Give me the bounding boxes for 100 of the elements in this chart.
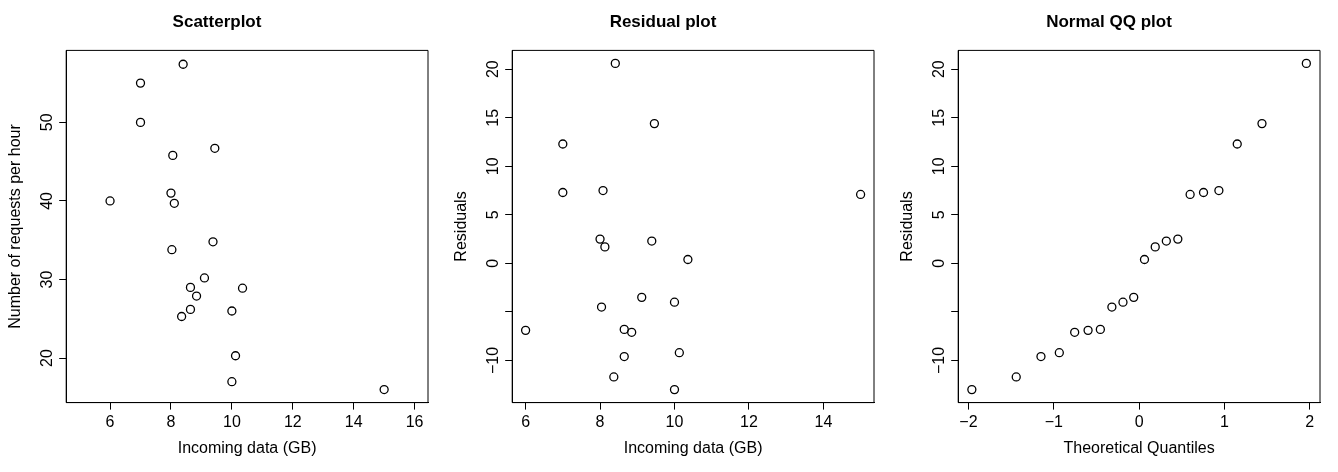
y-tick-label: 5 bbox=[929, 210, 947, 220]
point bbox=[600, 242, 610, 252]
point bbox=[208, 237, 218, 247]
x-tick-label: 14 bbox=[814, 412, 833, 430]
chart-title: Scatterplot bbox=[172, 11, 262, 31]
point bbox=[1139, 254, 1150, 265]
y-tick-label: 40 bbox=[37, 191, 55, 210]
point bbox=[520, 325, 531, 336]
point bbox=[1036, 351, 1046, 362]
y-tick-label: 15 bbox=[929, 108, 947, 127]
point bbox=[169, 198, 179, 208]
point bbox=[674, 348, 684, 358]
x-tick-label: 1 bbox=[1219, 412, 1229, 430]
point bbox=[1095, 324, 1106, 335]
point bbox=[1107, 302, 1117, 312]
point bbox=[135, 117, 146, 128]
point bbox=[199, 273, 210, 283]
point bbox=[1198, 187, 1209, 198]
point bbox=[619, 351, 629, 362]
y-tick-label: 10 bbox=[929, 157, 947, 176]
point bbox=[1070, 327, 1080, 337]
y-axis-title: Residuals bbox=[898, 191, 916, 262]
point bbox=[135, 78, 146, 88]
point bbox=[1118, 297, 1128, 307]
point bbox=[167, 245, 177, 255]
point bbox=[683, 254, 693, 265]
x-tick-label: 2 bbox=[1305, 412, 1315, 430]
x-tick-label: 12 bbox=[740, 412, 758, 430]
x-tick-label: 0 bbox=[1134, 412, 1144, 430]
y-tick-label: 0 bbox=[929, 258, 947, 268]
y-tick-label: −10 bbox=[929, 346, 947, 375]
x-tick-label: 6 bbox=[105, 412, 115, 430]
y-tick-label: −10 bbox=[483, 346, 501, 375]
point bbox=[637, 292, 647, 303]
point bbox=[185, 282, 196, 293]
x-tick-label: 12 bbox=[283, 412, 302, 430]
x-axis-title: Incoming data (GB) bbox=[177, 438, 317, 456]
point bbox=[191, 291, 202, 301]
point bbox=[237, 283, 248, 293]
point bbox=[967, 384, 977, 395]
y-tick-label: 50 bbox=[37, 113, 55, 132]
point bbox=[610, 58, 620, 69]
point bbox=[619, 324, 629, 335]
point bbox=[609, 372, 619, 382]
x-tick-label: 16 bbox=[405, 412, 424, 430]
point bbox=[1054, 348, 1064, 358]
x-tick-label: 10 bbox=[665, 412, 684, 430]
x-tick-label: −1 bbox=[1044, 412, 1063, 430]
y-axis-title: Number of requests per hour bbox=[6, 123, 24, 329]
point bbox=[647, 236, 657, 246]
point bbox=[595, 234, 605, 244]
point bbox=[185, 304, 196, 315]
point bbox=[166, 188, 176, 198]
point bbox=[176, 311, 187, 322]
y-tick-label: 20 bbox=[37, 349, 55, 368]
point bbox=[558, 187, 568, 198]
x-tick-label: 8 bbox=[166, 412, 176, 430]
point bbox=[1083, 325, 1093, 336]
point bbox=[596, 302, 607, 312]
point bbox=[627, 327, 637, 337]
chart-title: Normal QQ plot bbox=[1046, 11, 1173, 31]
point bbox=[598, 185, 608, 196]
point bbox=[1011, 372, 1021, 382]
y-axis-title: Residuals bbox=[452, 191, 470, 262]
point bbox=[1161, 236, 1171, 246]
point bbox=[649, 118, 660, 129]
y-tick-label: 20 bbox=[929, 60, 947, 79]
y-tick-label: 5 bbox=[483, 210, 501, 220]
point bbox=[1150, 242, 1160, 252]
x-tick-label: 8 bbox=[595, 412, 605, 430]
y-tick-label: 15 bbox=[483, 108, 501, 127]
point bbox=[168, 150, 178, 161]
point bbox=[227, 377, 237, 387]
point bbox=[1129, 292, 1139, 303]
point bbox=[1214, 185, 1224, 196]
x-tick-label: −2 bbox=[959, 412, 978, 430]
y-tick-label: 10 bbox=[483, 157, 501, 176]
point bbox=[669, 384, 680, 395]
x-axis-title: Theoretical Quantiles bbox=[1063, 438, 1215, 456]
x-tick-label: 10 bbox=[222, 412, 241, 430]
y-tick-label: 0 bbox=[483, 258, 501, 268]
y-tick-label: 20 bbox=[483, 60, 501, 79]
y-tick-label: 30 bbox=[37, 270, 55, 289]
point bbox=[1173, 234, 1183, 244]
point bbox=[1301, 58, 1311, 69]
x-axis-title: Incoming data (GB) bbox=[623, 438, 763, 456]
x-tick-label: 14 bbox=[344, 412, 363, 430]
point bbox=[1257, 118, 1267, 129]
point bbox=[669, 297, 680, 307]
x-tick-label: 6 bbox=[521, 412, 531, 430]
point bbox=[105, 196, 115, 206]
point bbox=[558, 139, 568, 149]
point bbox=[855, 189, 866, 200]
point bbox=[210, 143, 220, 153]
point bbox=[1185, 189, 1195, 200]
point bbox=[230, 351, 241, 361]
point bbox=[1232, 139, 1242, 149]
point bbox=[379, 384, 389, 395]
point bbox=[227, 306, 237, 316]
point bbox=[178, 59, 188, 69]
